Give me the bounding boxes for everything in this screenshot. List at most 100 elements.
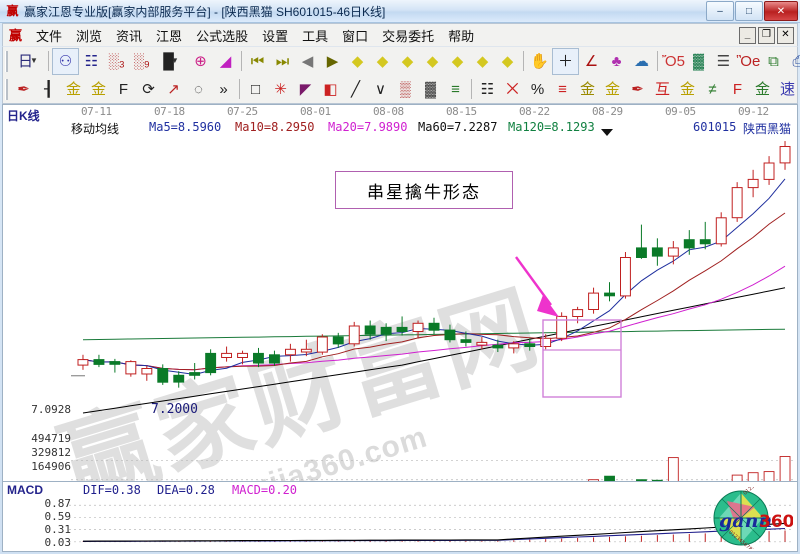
toolbar-drawing: ✒┨金金F⟳↗◌»□✳◤◧╱∨▒▓≡☷⨉%≡金金✒互金≠F金速声四	[2, 75, 798, 104]
chevron-down-icon[interactable]	[601, 129, 613, 136]
brain-icon[interactable]: ☁	[629, 49, 654, 74]
chevron-down-icon[interactable]: ▼	[30, 56, 38, 65]
percent-levels-icon-glyph: ≡	[558, 80, 567, 98]
scroll-right-icon[interactable]: ◆	[370, 49, 395, 74]
gann-f-icon[interactable]: F	[111, 77, 136, 102]
zoom-out-h-icon[interactable]: ◆	[420, 49, 445, 74]
save-icon[interactable]: Ὃe	[736, 49, 761, 74]
percent-icon-glyph: %	[530, 80, 545, 98]
symbol-code: 601015	[693, 120, 737, 134]
cn-tool-1-icon[interactable]: 速	[775, 77, 800, 102]
toolbar-grip[interactable]	[5, 50, 9, 72]
toolbar-grip[interactable]	[5, 78, 9, 100]
fit-icon[interactable]: ◆	[495, 49, 520, 74]
spiral-icon[interactable]: ⟳	[136, 77, 161, 102]
hand-pan-icon[interactable]: ✋	[527, 49, 552, 74]
multi-chart-9-icon[interactable]: ░₉	[129, 49, 154, 74]
gann-fan-icon[interactable]: ♣	[604, 49, 629, 74]
levels-icon[interactable]: ☷	[475, 77, 500, 102]
mdi-close-button[interactable]: ✕	[777, 27, 794, 44]
pen-tool-icon[interactable]: ✒	[11, 77, 36, 102]
menu-window[interactable]: 窗口	[335, 24, 375, 47]
next-icon[interactable]: ▶	[320, 49, 345, 74]
zoom-horizontal-icon[interactable]: ◆	[395, 49, 420, 74]
mdi-minimize-button[interactable]: _	[739, 27, 756, 44]
report-icon[interactable]: ☷	[79, 49, 104, 74]
arrow-draw-icon[interactable]: ↗	[161, 77, 186, 102]
gann-fan-icon-glyph: ♣	[611, 52, 622, 70]
scroll-left-icon[interactable]: ◆	[345, 49, 370, 74]
gold-angle-icon-glyph: 金	[679, 80, 695, 98]
pen-levels-icon[interactable]: ✒	[625, 77, 650, 102]
menu-browse[interactable]: 浏览	[69, 24, 109, 47]
prev-icon[interactable]: ◀	[295, 49, 320, 74]
menu-formula-screen[interactable]: 公式选股	[189, 24, 255, 47]
gann-angle-icon[interactable]: 互	[650, 77, 675, 102]
calendar-period-icon[interactable]: 日 ▼	[11, 49, 45, 74]
channel-icon[interactable]: ◤	[293, 77, 318, 102]
crosshair-icon[interactable]: ＋	[552, 47, 579, 75]
f-slope-icon-glyph: F	[732, 80, 743, 98]
macd-panel[interactable]: MACD DIF=0.38 DEA=0.28 MACD=0.20 0.87 0.…	[2, 481, 798, 552]
fib-fan-icon-glyph: ◧	[323, 80, 338, 98]
gann-grid-icon-glyph: ┨	[43, 80, 54, 98]
notes-icon[interactable]: ☰	[711, 49, 736, 74]
draw-measure-icon[interactable]: ∠	[579, 49, 604, 74]
f-slope-icon[interactable]: F	[725, 77, 750, 102]
menu-news[interactable]: 资讯	[109, 24, 149, 47]
fan-red-icon-glyph: ✳	[274, 80, 287, 98]
more-icon[interactable]: »	[211, 77, 236, 102]
percent-levels-icon[interactable]: ≡	[550, 77, 575, 102]
table-icon[interactable]: ▓	[686, 49, 711, 74]
speedline-icon[interactable]: ≡	[443, 77, 468, 102]
globe-icon[interactable]: ⊕	[188, 49, 213, 74]
menu-trade-order[interactable]: 交易委托	[375, 24, 441, 47]
menu-tools[interactable]: 工具	[295, 24, 335, 47]
candle-style-icon[interactable]: █ ▼	[154, 49, 188, 74]
gold-slope-icon[interactable]: 金	[750, 77, 775, 102]
flag-icon[interactable]: ◢	[213, 49, 238, 74]
copy-icon[interactable]: ⧉	[761, 49, 786, 74]
zigzag-icon[interactable]: ∨	[368, 77, 393, 102]
trendline-icon[interactable]: ╱	[343, 77, 368, 102]
gann-gold-1-icon-glyph: 金	[65, 80, 81, 98]
menu-settings-label: 设置	[262, 28, 289, 44]
pen-tool-icon-glyph: ✒	[17, 80, 30, 98]
zoom-in-v-icon[interactable]: ◆	[445, 49, 470, 74]
gold-circle-icon[interactable]: 金	[575, 77, 600, 102]
box-tool-icon[interactable]: □	[243, 77, 268, 102]
gann-grid-icon[interactable]: ┨	[36, 77, 61, 102]
fib-fan-icon[interactable]: ◧	[318, 77, 343, 102]
menu-help[interactable]: 帮助	[441, 24, 481, 47]
gold-angle-icon[interactable]: 金	[675, 77, 700, 102]
multi-chart-3-icon[interactable]: ░₃	[104, 49, 129, 74]
circle-tool-icon[interactable]: ◌	[186, 77, 211, 102]
menu-settings[interactable]: 设置	[255, 24, 295, 47]
market-overview-icon[interactable]: ⚇	[52, 47, 79, 75]
first-page-icon[interactable]: ⏮	[245, 49, 270, 74]
table-icon-glyph: ▓	[693, 52, 704, 70]
close-button[interactable]: ✕	[764, 1, 798, 21]
calendar-icon[interactable]: Ὄ5	[661, 49, 686, 74]
annotation-box[interactable]: 串星擒牛形态	[335, 171, 513, 209]
percent-icon[interactable]: %	[525, 77, 550, 102]
percent-fan-icon[interactable]: ⨉	[500, 77, 525, 102]
menu-gann[interactable]: 江恩	[149, 24, 189, 47]
zoom-out-v-icon[interactable]: ◆	[470, 49, 495, 74]
gann-gold-1-icon[interactable]: 金	[61, 77, 86, 102]
chevron-down-icon[interactable]: ▼	[170, 56, 179, 65]
gann-gold-2-icon[interactable]: 金	[86, 77, 111, 102]
gold-levels-icon[interactable]: 金	[600, 77, 625, 102]
grid-icon[interactable]: ▒	[393, 77, 418, 102]
mdi-restore-button[interactable]: ❐	[758, 27, 775, 44]
last-page-icon[interactable]: ⏭	[270, 49, 295, 74]
fan-red-icon[interactable]: ✳	[268, 77, 293, 102]
grid2-icon[interactable]: ▓	[418, 77, 443, 102]
print-icon[interactable]: ⎙	[786, 49, 800, 74]
maximize-button[interactable]: □	[735, 1, 763, 21]
minimize-button[interactable]: –	[706, 1, 734, 21]
slope-icon-glyph: ≠	[708, 80, 717, 98]
menu-file[interactable]: 文件	[29, 24, 69, 47]
slope-icon[interactable]: ≠	[700, 77, 725, 102]
macd-dea-value: DEA=0.28	[157, 483, 215, 497]
